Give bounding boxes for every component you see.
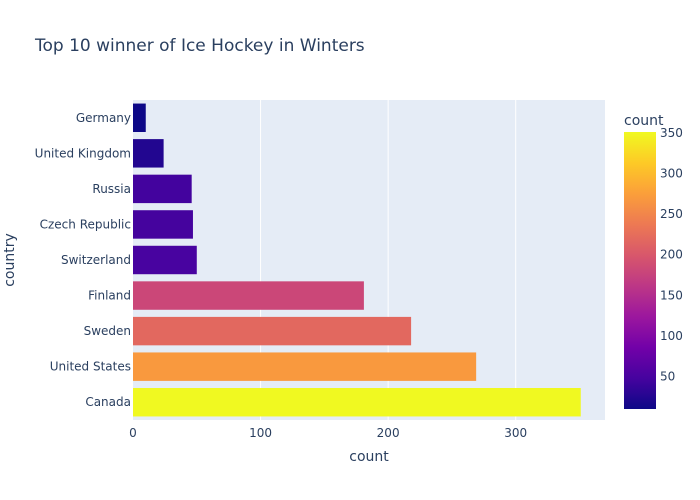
- colorbar: [624, 132, 656, 409]
- bar-czech-republic: [133, 210, 193, 239]
- x-tick-label: 100: [249, 426, 272, 440]
- bar-united-kingdom: [133, 139, 164, 168]
- x-tick-label: 200: [377, 426, 400, 440]
- colorbar-title: count: [624, 113, 664, 129]
- y-tick-label: Czech Republic: [40, 217, 131, 231]
- x-axis-title: count: [349, 449, 389, 465]
- y-tick-labels: Germany United Kingdom Russia Czech Republi…: [35, 111, 131, 409]
- colorbar-tick-label: 100: [660, 329, 683, 343]
- bar-united-states: [133, 352, 477, 381]
- x-tick-label: 300: [504, 426, 527, 440]
- chart-title: Top 10 winner of Ice Hockey in Winters: [34, 36, 365, 56]
- bar-sweden: [133, 316, 412, 346]
- bar-germany: [133, 103, 146, 132]
- y-tick-label: Switzerland: [61, 253, 131, 267]
- bar-finland: [133, 281, 364, 310]
- bar-switzerland: [133, 245, 197, 275]
- colorbar-tick-label: 350: [660, 126, 683, 140]
- y-tick-label: Germany: [76, 111, 131, 125]
- y-tick-label: United States: [50, 360, 131, 374]
- y-axis-title: country: [2, 233, 18, 287]
- colorbar-tick-label: 300: [660, 166, 683, 180]
- colorbar-tick-label: 50: [660, 370, 675, 384]
- colorbar-tick-labels: 50 100 150 200 250 300 350: [660, 126, 683, 384]
- y-tick-label: Sweden: [84, 324, 131, 338]
- y-tick-label: United Kingdom: [35, 146, 131, 160]
- y-tick-label: Russia: [92, 182, 131, 196]
- colorbar-tick-label: 200: [660, 248, 683, 262]
- colorbar-tick-label: 250: [660, 207, 683, 221]
- x-tick-labels: 0 100 200 300: [129, 426, 527, 440]
- x-tick-label: 0: [129, 426, 137, 440]
- bar-canada: [133, 388, 581, 417]
- y-tick-label: Canada: [85, 395, 131, 409]
- bar-russia: [133, 174, 192, 204]
- y-tick-label: Finland: [88, 289, 131, 303]
- bars: [133, 103, 581, 417]
- colorbar-tick-label: 150: [660, 288, 683, 302]
